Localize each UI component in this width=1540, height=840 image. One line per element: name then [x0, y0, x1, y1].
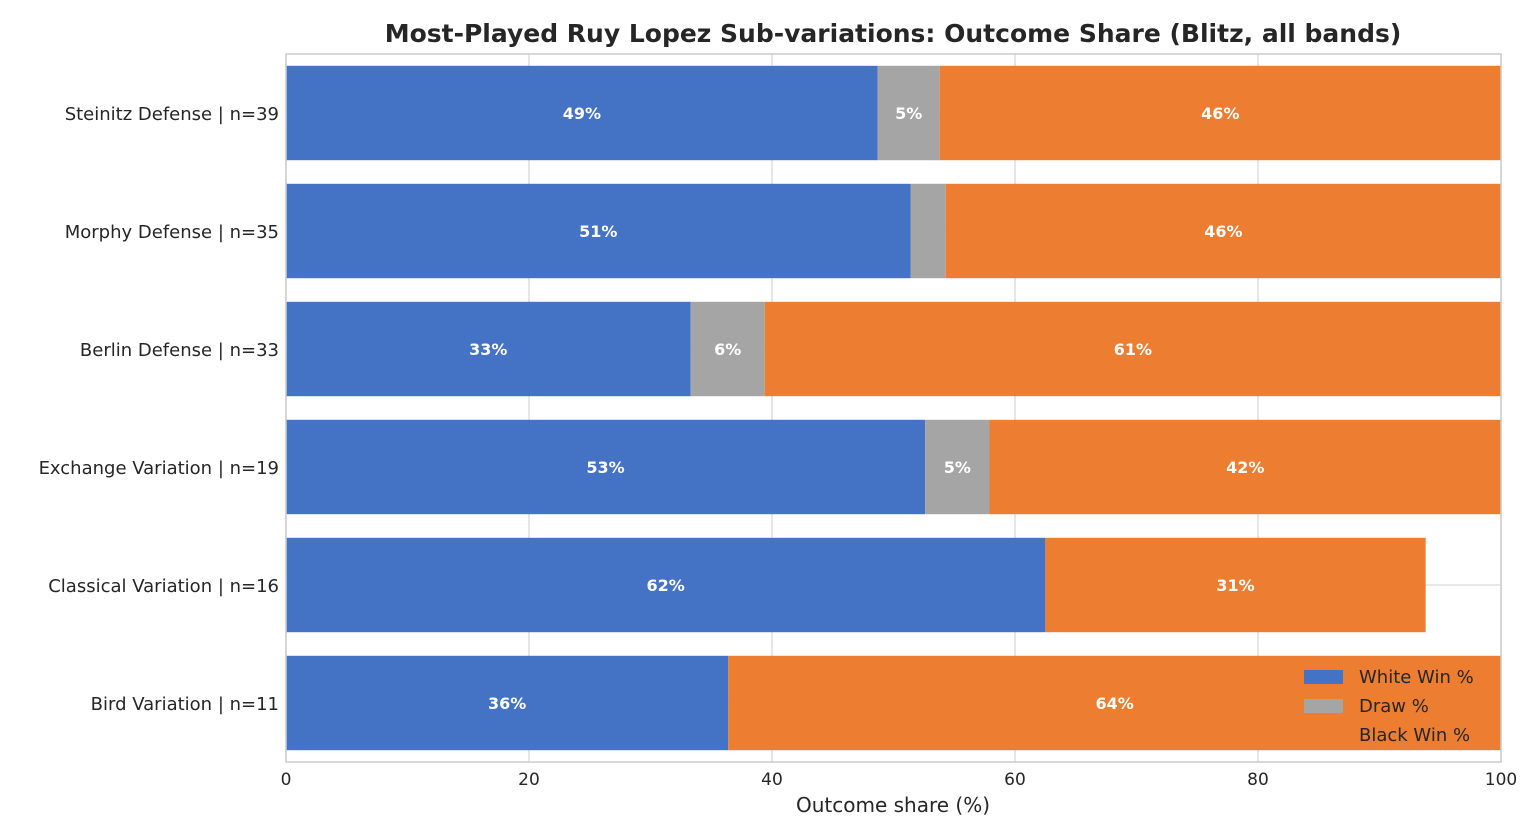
plot-frame: [285, 53, 1502, 763]
bar-segment: [286, 301, 691, 397]
bar-segment: [1045, 537, 1426, 633]
bar-value-label: 6%: [714, 340, 741, 359]
bar-segment: [910, 183, 946, 279]
bar-segment: [945, 183, 1501, 279]
x-tick-label: 60: [1004, 770, 1026, 790]
bar-value-label: 46%: [1204, 222, 1242, 241]
bar-value-label: 31%: [1216, 576, 1254, 595]
y-tick-label: Berlin Defense | n=33: [80, 340, 279, 361]
chart-title: Most-Played Ruy Lopez Sub-variations: Ou…: [385, 19, 1402, 48]
bar-value-label: 42%: [1226, 458, 1264, 477]
bar-value-label: 46%: [1201, 104, 1239, 123]
bar-segment: [764, 301, 1501, 397]
y-tick-label: Classical Variation | n=16: [48, 576, 279, 597]
bar-value-label: 36%: [488, 694, 526, 713]
x-tick-labels: 0 20 40 60 80 100: [281, 770, 1518, 790]
bar-segment: [286, 65, 878, 161]
bar-value-label: 62%: [647, 576, 685, 595]
bar-value-label: 51%: [579, 222, 617, 241]
x-tick-label: 80: [1247, 770, 1269, 790]
bar-value-label: 5%: [944, 458, 971, 477]
legend-label: White Win %: [1359, 667, 1474, 688]
legend-swatch: [1304, 728, 1343, 742]
x-tick-label: 0: [281, 770, 292, 790]
legend-swatch: [1304, 699, 1343, 713]
x-tick-label: 20: [518, 770, 540, 790]
y-tick-label: Bird Variation | n=11: [91, 694, 279, 715]
bar-value-label: 64%: [1095, 694, 1133, 713]
bar-segment: [728, 655, 1501, 751]
bar-segment: [877, 65, 940, 161]
bar-segment: [286, 537, 1046, 633]
bar-value-label: 33%: [469, 340, 507, 359]
bars: 49% 5% 46% 51% 46% 33% 6% 61% 53% 5% 42% 62% 31% 36% 6…: [286, 65, 1501, 751]
y-tick-labels: Steinitz Defense | n=39 Morphy Defense | …: [39, 104, 279, 715]
bar-value-label: 61%: [1114, 340, 1152, 359]
bar-value-label: 53%: [586, 458, 624, 477]
y-tick-label: Morphy Defense | n=35: [65, 222, 279, 243]
bar-segment: [925, 419, 990, 515]
y-tick-label: Exchange Variation | n=19: [39, 458, 279, 479]
legend-swatch: [1304, 670, 1343, 684]
legend-label: Draw %: [1359, 696, 1429, 717]
legend: White Win % Draw % Black Win %: [1304, 667, 1474, 746]
legend-label: Black Win %: [1359, 725, 1470, 746]
x-tick-label: 100: [1485, 770, 1517, 790]
bar-value-label: 5%: [895, 104, 922, 123]
bar-segment: [286, 419, 926, 515]
bar-value-label: 49%: [563, 104, 601, 123]
x-axis-label: Outcome share (%): [796, 793, 990, 817]
bar-segment: [286, 655, 729, 751]
bar-segment: [286, 183, 911, 279]
y-tick-label: Steinitz Defense | n=39: [65, 104, 279, 125]
x-tick-label: 40: [761, 770, 783, 790]
bar-segment: [939, 65, 1501, 161]
bar-segment: [690, 301, 765, 397]
bar-segment: [989, 419, 1501, 515]
